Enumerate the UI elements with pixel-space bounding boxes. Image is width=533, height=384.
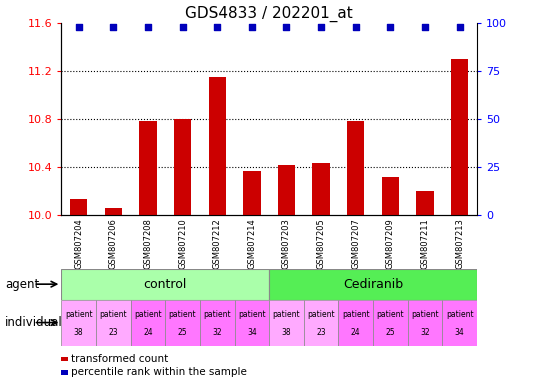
- Point: [247, 23, 256, 30]
- Bar: [312, 164, 330, 215]
- Point: [109, 23, 117, 30]
- Bar: [61, 269, 269, 300]
- Text: patient: patient: [411, 310, 439, 319]
- Bar: [200, 300, 235, 346]
- Point: [282, 23, 290, 30]
- Title: GDS4833 / 202201_at: GDS4833 / 202201_at: [185, 5, 353, 22]
- Bar: [382, 177, 399, 215]
- Text: patient: patient: [134, 310, 161, 319]
- Text: patient: patient: [342, 310, 369, 319]
- Bar: [70, 199, 87, 215]
- Text: patient: patient: [238, 310, 265, 319]
- Bar: [451, 59, 469, 215]
- Bar: [208, 77, 226, 215]
- Bar: [347, 121, 365, 215]
- Text: patient: patient: [65, 310, 92, 319]
- Point: [421, 23, 429, 30]
- Point: [213, 23, 222, 30]
- Text: 34: 34: [455, 328, 465, 337]
- Text: agent: agent: [5, 278, 39, 291]
- Point: [75, 23, 83, 30]
- Text: control: control: [143, 278, 187, 291]
- Text: 38: 38: [281, 328, 292, 337]
- Bar: [96, 300, 131, 346]
- Text: patient: patient: [273, 310, 300, 319]
- Bar: [174, 119, 191, 215]
- Bar: [235, 300, 269, 346]
- Point: [352, 23, 360, 30]
- Text: Cediranib: Cediranib: [343, 278, 403, 291]
- Bar: [278, 165, 295, 215]
- Text: patient: patient: [169, 310, 196, 319]
- Text: 25: 25: [177, 328, 188, 337]
- Point: [455, 23, 464, 30]
- Text: 23: 23: [108, 328, 118, 337]
- Text: percentile rank within the sample: percentile rank within the sample: [71, 367, 247, 377]
- Text: patient: patient: [100, 310, 127, 319]
- Text: patient: patient: [204, 310, 231, 319]
- Text: 24: 24: [351, 328, 361, 337]
- Text: individual: individual: [5, 316, 63, 329]
- Bar: [131, 300, 165, 346]
- Point: [144, 23, 152, 30]
- Text: 24: 24: [143, 328, 153, 337]
- Bar: [269, 300, 304, 346]
- Text: patient: patient: [377, 310, 404, 319]
- Text: 38: 38: [74, 328, 84, 337]
- Bar: [269, 269, 477, 300]
- Text: transformed count: transformed count: [71, 354, 168, 364]
- Text: 32: 32: [212, 328, 222, 337]
- Bar: [373, 300, 408, 346]
- Bar: [304, 300, 338, 346]
- Bar: [442, 300, 477, 346]
- Point: [317, 23, 325, 30]
- Bar: [243, 170, 261, 215]
- Text: 23: 23: [316, 328, 326, 337]
- Text: patient: patient: [308, 310, 335, 319]
- Point: [178, 23, 187, 30]
- Bar: [165, 300, 200, 346]
- Text: 34: 34: [247, 328, 257, 337]
- Text: 32: 32: [420, 328, 430, 337]
- Bar: [104, 208, 122, 215]
- Point: [386, 23, 394, 30]
- Bar: [61, 300, 96, 346]
- Text: patient: patient: [446, 310, 473, 319]
- Bar: [416, 191, 434, 215]
- Bar: [408, 300, 442, 346]
- Text: 25: 25: [385, 328, 395, 337]
- Bar: [139, 121, 157, 215]
- Bar: [338, 300, 373, 346]
